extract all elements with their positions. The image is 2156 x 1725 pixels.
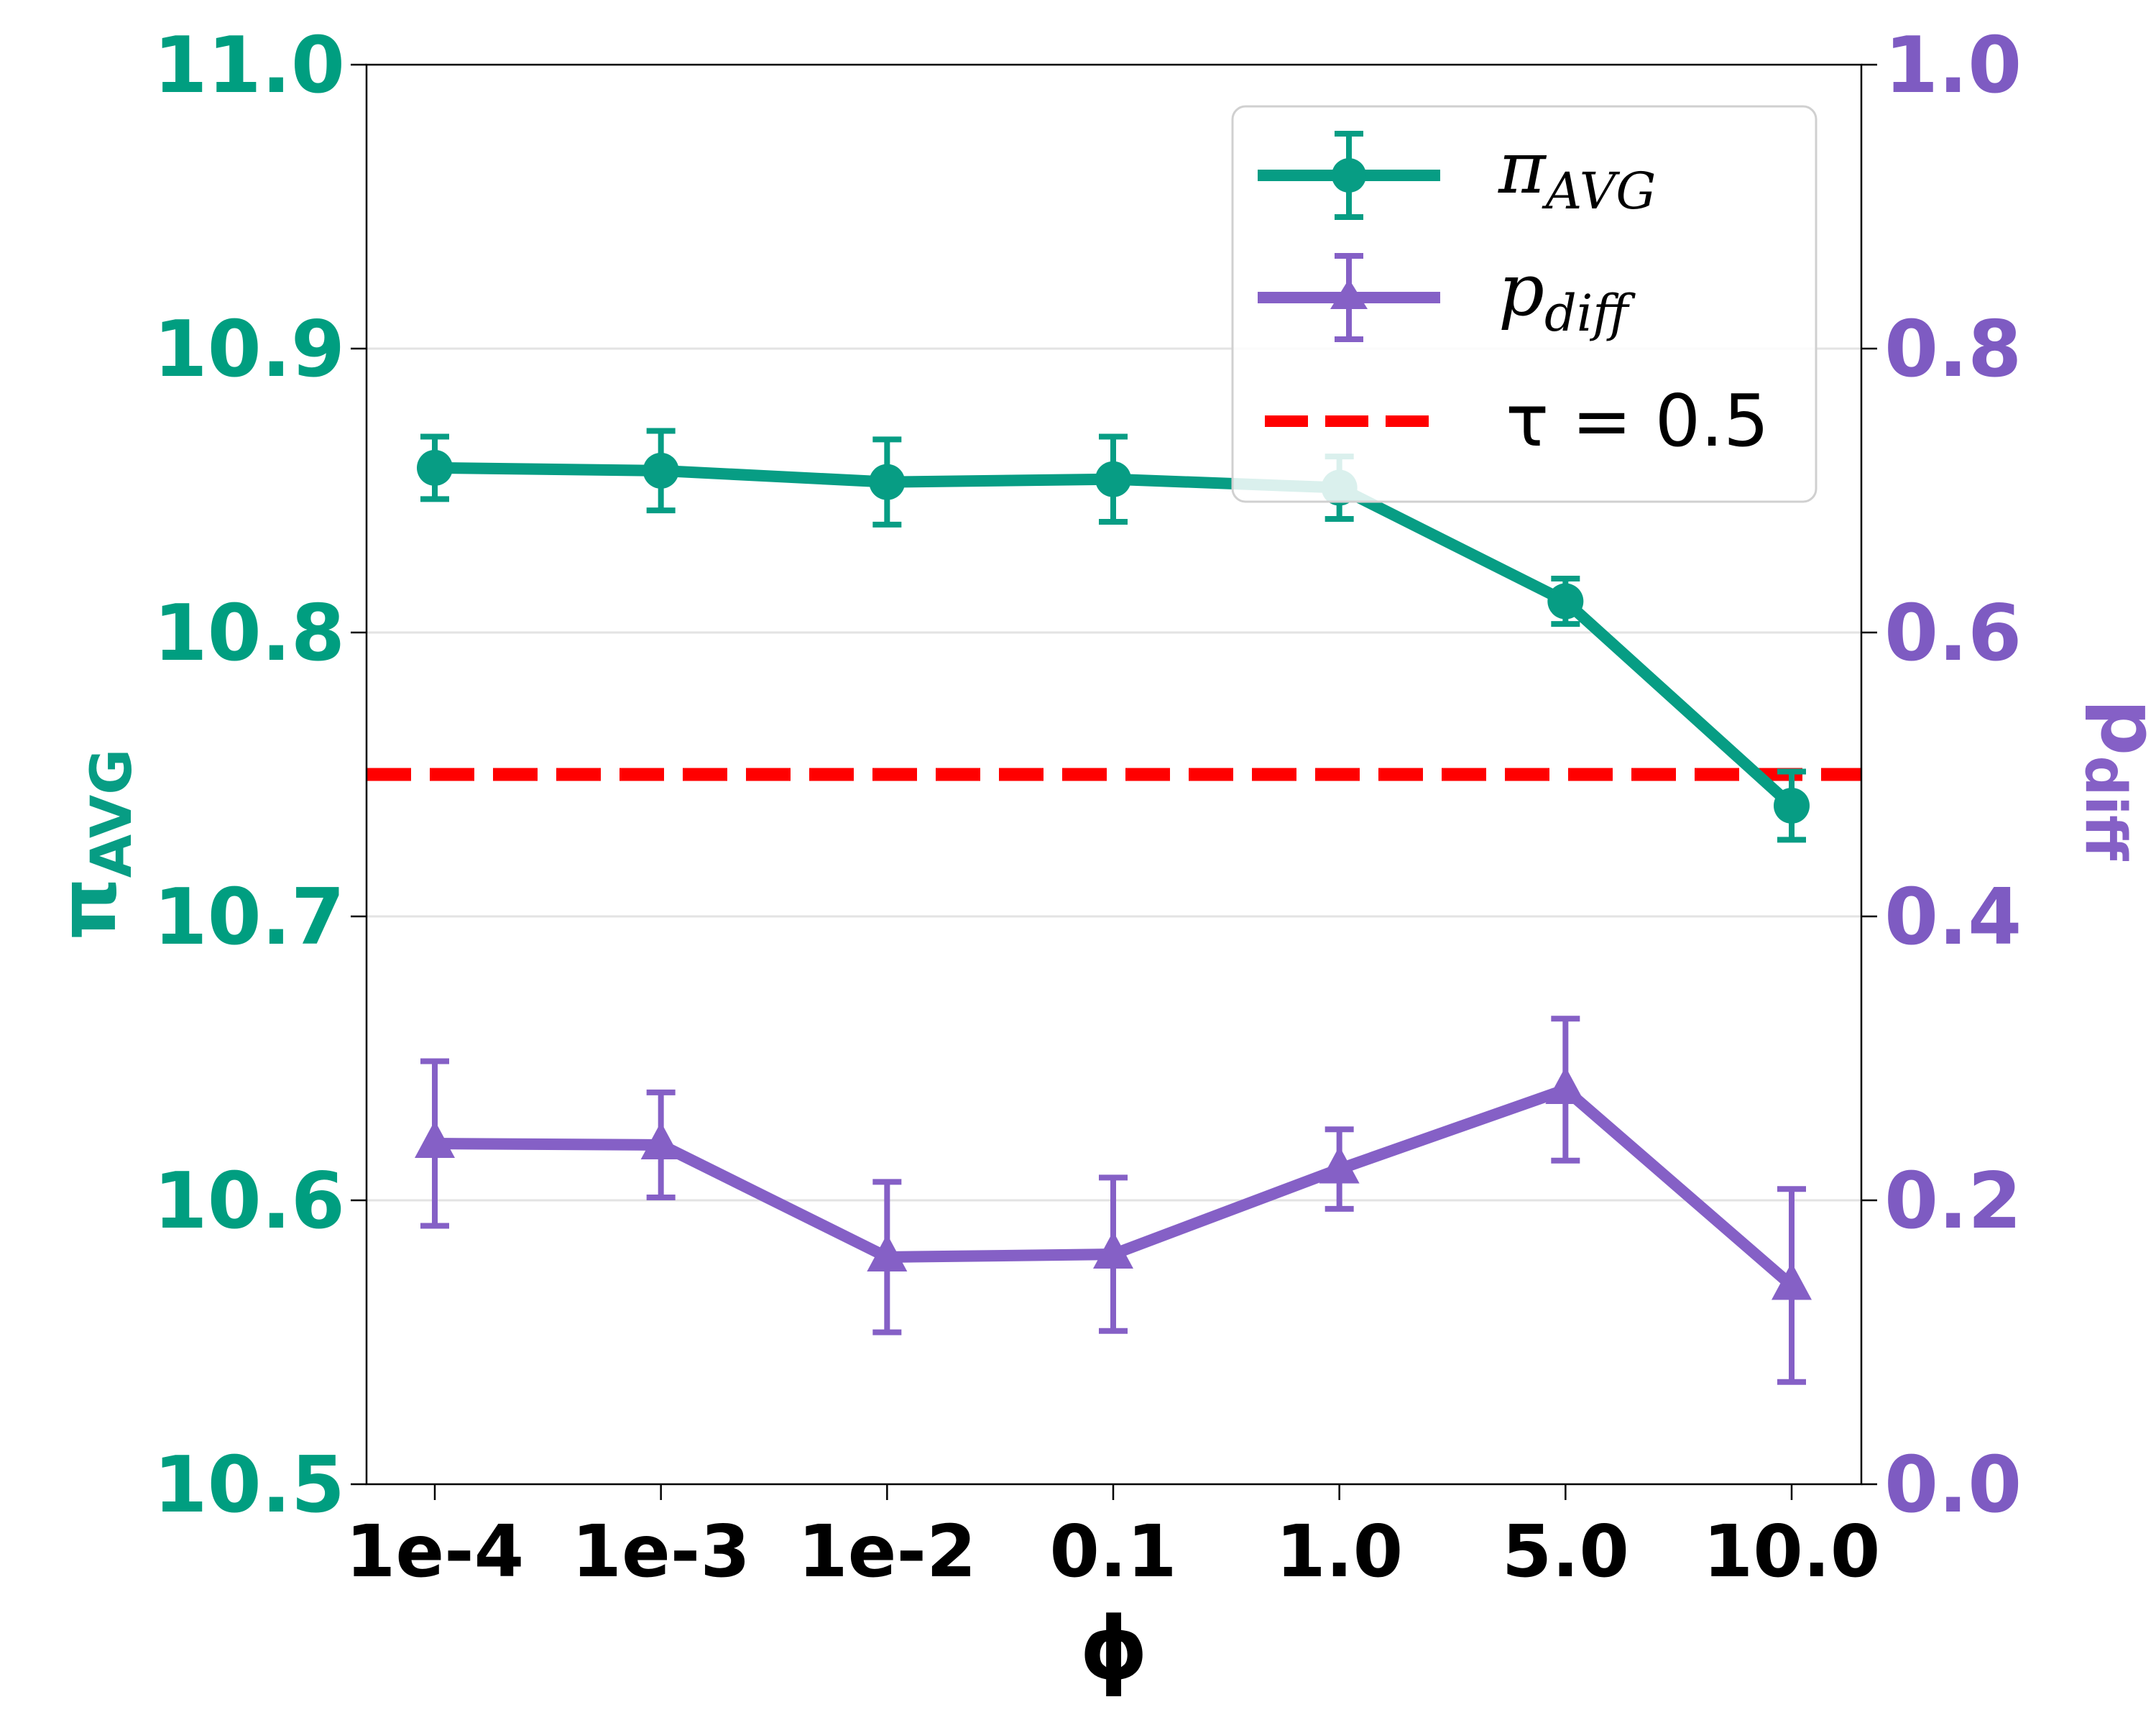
- left-tick-label: 11.0: [154, 21, 345, 111]
- data-point: [1545, 1066, 1586, 1104]
- data-point: [415, 1121, 455, 1158]
- left-axis-title-main: π: [42, 878, 134, 940]
- data-point: [867, 1234, 908, 1271]
- x-tick-label: 5.0: [1502, 1509, 1629, 1593]
- right-tick-label: 0.6: [1884, 589, 2022, 678]
- svg-text:πAVG: πAVG: [1498, 126, 1656, 221]
- x-tick-label: 0.1: [1049, 1509, 1176, 1593]
- left-tick-label: 10.8: [154, 589, 345, 678]
- axes: 10.5 10.6 10.7 10.8 10.9 11.0 0.0 0.2 0.4 0.6 0.8 1…: [154, 21, 2022, 1593]
- legend-tau-label: τ = 0.5: [1506, 379, 1769, 463]
- x-tick-label: 1e-4: [346, 1509, 525, 1593]
- data-point: [1772, 1262, 1812, 1300]
- data-point: [1774, 787, 1810, 824]
- legend-p-sub: diff: [1544, 284, 1636, 343]
- legend-pi-sub: AVG: [1542, 162, 1657, 221]
- legend-box: [1231, 105, 1818, 503]
- legend-entry-tau: τ = 0.5: [1265, 379, 1769, 463]
- svg-text:pdiff: pdiff: [1498, 248, 1636, 343]
- data-point: [1095, 461, 1131, 497]
- right-tick-label: 0.0: [1884, 1440, 2022, 1530]
- left-axis-title: πAVG: [42, 749, 144, 940]
- left-tick-label: 10.5: [154, 1440, 345, 1530]
- right-axis-title-sub: diff: [2073, 755, 2137, 861]
- data-point: [417, 449, 453, 486]
- svg-text:πAVG: πAVG: [42, 749, 144, 940]
- series-p-diff: [415, 1016, 1812, 1385]
- svg-text:pdiff: pdiff: [2073, 699, 2156, 861]
- series-group: [415, 428, 1812, 1385]
- legend-entry-p-diff: pdiff: [1258, 248, 1636, 343]
- legend-circle-marker: [1332, 158, 1366, 193]
- left-axis-title-sub: AVG: [80, 749, 144, 878]
- data-point: [640, 1121, 681, 1159]
- right-axis-title-main: p: [2083, 699, 2156, 756]
- legend-triangle-marker: [1330, 279, 1368, 309]
- x-tick-label: 1.0: [1276, 1509, 1403, 1593]
- legend-p-main: p: [1498, 248, 1544, 332]
- left-tick-label: 10.9: [154, 305, 345, 395]
- data-point: [1547, 583, 1584, 620]
- right-axis-title: pdiff: [2073, 699, 2156, 861]
- right-tick-label: 1.0: [1884, 21, 2022, 111]
- series-pi-avg: [417, 428, 1810, 843]
- left-tick-label: 10.6: [154, 1156, 345, 1246]
- right-tick-label: 0.4: [1884, 873, 2022, 962]
- legend-pi-main: π: [1498, 126, 1547, 210]
- data-point: [1093, 1231, 1133, 1269]
- legend: πAVG pdiff τ = 0.5: [1231, 105, 1818, 503]
- x-axis-title: ϕ: [1079, 1599, 1148, 1699]
- right-tick-label: 0.8: [1884, 305, 2022, 395]
- legend-entry-pi-avg: πAVG: [1258, 126, 1656, 221]
- x-tick-label: 10.0: [1703, 1509, 1881, 1593]
- data-point: [869, 464, 906, 500]
- data-point: [1319, 1146, 1360, 1184]
- x-tick-label: 1e-3: [571, 1509, 750, 1593]
- x-tick-label: 1e-2: [798, 1509, 977, 1593]
- data-point: [642, 452, 679, 489]
- right-tick-label: 0.2: [1884, 1156, 2022, 1246]
- left-tick-label: 10.7: [154, 873, 345, 962]
